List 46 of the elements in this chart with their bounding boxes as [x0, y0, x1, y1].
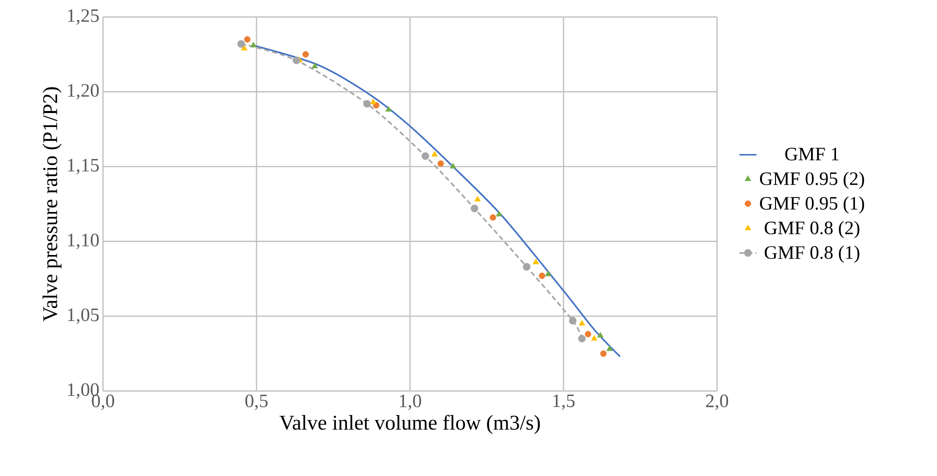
point — [470, 204, 478, 212]
y-tick-label: 1,20 — [68, 84, 99, 100]
point — [422, 152, 430, 160]
point — [597, 332, 604, 338]
legend-label: GMF 0.95 (1) — [760, 196, 864, 214]
x-tick-label: 2,0 — [706, 394, 728, 410]
point — [363, 100, 371, 108]
legend-label: GMF 0.8 (1) — [764, 246, 860, 263]
point — [438, 160, 444, 167]
point — [250, 42, 257, 48]
point — [370, 98, 376, 104]
point — [302, 51, 309, 58]
point — [312, 62, 318, 68]
point — [600, 350, 607, 357]
point — [474, 196, 481, 202]
point — [578, 334, 586, 342]
point — [591, 335, 598, 341]
y-axis-title: Valve pressure ratio (P1/P2) — [42, 87, 62, 322]
point — [522, 263, 530, 271]
legend-label: GMF 0.8 (2) — [764, 220, 860, 238]
y-tick-label: 1,10 — [68, 234, 99, 250]
point — [532, 258, 540, 264]
point — [385, 106, 392, 112]
point — [578, 320, 586, 326]
x-tick-label: 0,5 — [245, 394, 268, 410]
point — [431, 151, 438, 157]
x-tick-label: 1,5 — [553, 394, 575, 410]
point — [606, 345, 613, 351]
point — [538, 272, 546, 279]
legend-label: GMF 1 — [785, 148, 839, 160]
legend-label: GMF 0.95 (2) — [760, 172, 864, 189]
point — [584, 330, 592, 338]
y-tick-label: 1,25 — [68, 9, 99, 25]
y-tick-label: 1,05 — [68, 308, 99, 324]
point — [292, 56, 300, 64]
point — [496, 210, 502, 216]
point — [241, 44, 248, 50]
point — [244, 36, 250, 43]
x-axis-title: Valve inlet volume flow (m3/s) — [280, 414, 540, 434]
point — [545, 270, 552, 276]
point — [568, 316, 577, 324]
y-tick-label: 1,15 — [68, 158, 99, 174]
x-tick-label: 1,0 — [400, 394, 422, 410]
point — [450, 162, 456, 168]
point — [237, 40, 245, 48]
point — [490, 214, 496, 221]
